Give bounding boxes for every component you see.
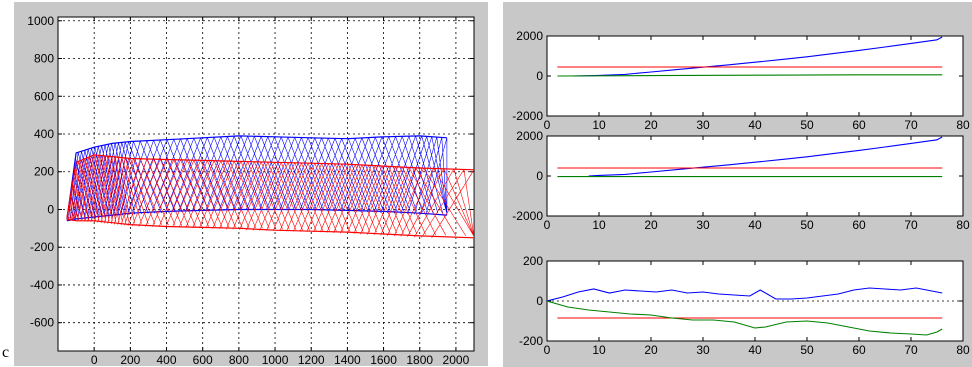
right-1-x-tick-label: 50 [800, 118, 814, 132]
left-y-tick-label: 800 [34, 52, 54, 66]
right-3-x-tick-label: 70 [904, 343, 918, 357]
left-x-tick-label: 1600 [370, 353, 397, 367]
right-2-y-tick-label: 2000 [516, 129, 543, 143]
right-3-y-tick-label: -200 [519, 334, 543, 348]
right-2-series-group [557, 136, 943, 178]
right-2-x-tick-label: 30 [696, 218, 710, 232]
left-series-blue-upper [66, 135, 447, 219]
stray-text: c [2, 344, 10, 361]
left-y-tick-label: 1000 [27, 14, 54, 28]
right-2-x-tick-label: 80 [956, 218, 970, 232]
left-y-tick-label: -200 [30, 240, 54, 254]
right-3-series-blue [547, 287, 943, 302]
right-2-series-blue [588, 136, 943, 177]
right-1-x-tick-label: 80 [956, 118, 970, 132]
right-3-x-tick-label: 30 [696, 343, 710, 357]
right-3-y-tick-label: 200 [523, 254, 543, 268]
right-1-x-tick-label: 0 [544, 118, 551, 132]
left-series-red-upper [66, 154, 474, 218]
right-2-x-tick-label: 0 [544, 218, 551, 232]
right-3-x-tick-label: 0 [544, 343, 551, 357]
right-3-y-tick-label: 0 [536, 294, 543, 308]
right-2-x-tick-label: 40 [748, 218, 762, 232]
right-3-x-tick-label: 40 [748, 343, 762, 357]
right-1-series-green [557, 74, 943, 77]
right-3-x-tick-label: 80 [956, 343, 970, 357]
right-2-x-tick-label: 60 [852, 218, 866, 232]
right-3-plot-area [547, 261, 963, 341]
left-x-tick-label: 200 [120, 353, 140, 367]
right-3-x-tick-label: 50 [800, 343, 814, 357]
right-2-x-tick-label: 10 [592, 218, 606, 232]
right-2-axes-box [546, 135, 964, 217]
left-y-tick-label: 600 [34, 89, 54, 103]
left-series-red-mesh [66, 154, 474, 238]
left-x-tick-label: 0 [91, 353, 98, 367]
right-3-x-tick-label: 60 [852, 343, 866, 357]
left-series-red-lower [66, 218, 474, 239]
right-2-y-tick-label: -2000 [512, 209, 543, 223]
left-y-tick-label: 400 [34, 127, 54, 141]
right-1-x-tick-label: 40 [748, 118, 762, 132]
right-1-axes-box [546, 35, 964, 117]
right-1-series-group [557, 36, 943, 77]
left-plot: 0 200 400 600 800 1000 1200 1400 1600 1800 2000-60… [27, 14, 475, 367]
right-1-y-tick-label: 2000 [516, 29, 543, 43]
right-1-y-tick-label: -2000 [512, 109, 543, 123]
right-2-plot-area [547, 136, 963, 216]
left-x-tick-label: 800 [229, 353, 249, 367]
right-1-x-tick-label: 30 [696, 118, 710, 132]
left-x-tick-label: 1000 [262, 353, 289, 367]
right-1-x-tick-label: 20 [644, 118, 658, 132]
left-x-tick-label: 400 [157, 353, 177, 367]
right-1-series-blue [572, 36, 943, 77]
left-x-tick-label: 1800 [406, 353, 433, 367]
left-x-tick-label: 2000 [443, 353, 470, 367]
left-x-tick-label: 1400 [334, 353, 361, 367]
left-x-tick-label: 1200 [298, 353, 325, 367]
left-y-tick-label: 200 [34, 165, 54, 179]
right-2-x-tick-label: 70 [904, 218, 918, 232]
right-3-x-tick-label: 10 [592, 343, 606, 357]
right-1-x-tick-label: 70 [904, 118, 918, 132]
left-y-tick-label: 0 [47, 202, 54, 216]
right-3-series-green [547, 300, 943, 336]
figure-left: 0 200 400 600 800 1000 1200 1400 1600 1800 2000 -60… [14, 2, 488, 367]
right-2-x-tick-label: 50 [800, 218, 814, 232]
right-1-x-tick-label: 10 [592, 118, 606, 132]
right-1-x-tick-label: 60 [852, 118, 866, 132]
right-1-y-tick-label: 0 [536, 69, 543, 83]
left-y-tick-label: -400 [30, 278, 54, 292]
right-3-x-tick-label: 20 [644, 343, 658, 357]
left-x-tick-label: 600 [193, 353, 213, 367]
right-2-x-tick-label: 20 [644, 218, 658, 232]
left-y-tick-label: -600 [30, 316, 54, 330]
right-2-y-tick-label: 0 [536, 169, 543, 183]
left-series-group [66, 135, 474, 239]
right-3-series-group [547, 287, 943, 336]
figure-right: 0 10 20 30 40 50 60 70 80 -2000 0 2000 0 10 20 30 40 50 60… [503, 2, 972, 367]
